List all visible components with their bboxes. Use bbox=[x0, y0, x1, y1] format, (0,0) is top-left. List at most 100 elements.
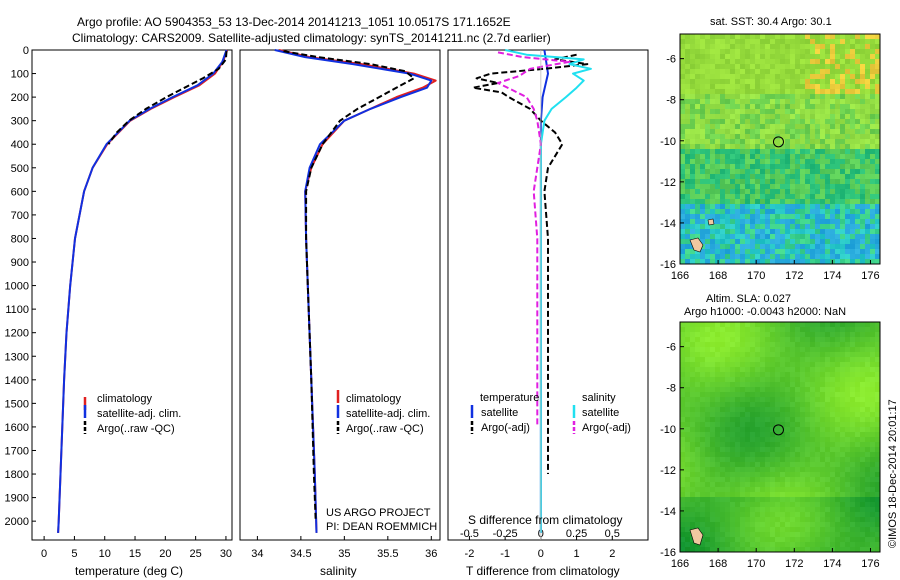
map-cell bbox=[780, 427, 786, 433]
map-cell bbox=[720, 482, 726, 488]
y-tick-label: 1200 bbox=[5, 328, 29, 340]
map-cell bbox=[735, 139, 741, 145]
map-cell bbox=[750, 522, 756, 528]
map-cell bbox=[815, 437, 821, 443]
map-cell bbox=[685, 427, 691, 433]
x-tick-label: 176 bbox=[861, 558, 879, 570]
map-cell bbox=[805, 372, 811, 378]
map-cell bbox=[830, 244, 836, 250]
map-cell bbox=[765, 204, 771, 210]
map-cell bbox=[745, 507, 751, 513]
map-cell bbox=[855, 119, 861, 125]
y-tick-label: 0 bbox=[23, 45, 29, 57]
map-cell bbox=[685, 199, 691, 205]
map-cell bbox=[865, 502, 871, 508]
map-cell bbox=[800, 204, 806, 210]
map-cell bbox=[870, 427, 876, 433]
map-cell bbox=[705, 179, 711, 185]
map-cell bbox=[840, 99, 846, 105]
map-cell bbox=[795, 214, 801, 220]
map-cell bbox=[685, 542, 691, 548]
map-cell bbox=[775, 139, 781, 145]
map-cell bbox=[795, 457, 801, 463]
map-cell bbox=[695, 209, 701, 215]
map-cell bbox=[735, 219, 741, 225]
map-cell bbox=[715, 64, 721, 70]
map-cell bbox=[705, 79, 711, 85]
map-cell bbox=[815, 502, 821, 508]
map-cell bbox=[800, 547, 806, 553]
map-cell bbox=[830, 412, 836, 418]
map-cell bbox=[745, 259, 751, 265]
map-cell bbox=[700, 432, 706, 438]
map-cell bbox=[720, 332, 726, 338]
map-cell bbox=[700, 462, 706, 468]
map-cell bbox=[705, 159, 711, 165]
map-cell bbox=[825, 144, 831, 150]
map-cell bbox=[755, 244, 761, 250]
map-cell bbox=[705, 402, 711, 408]
map-cell bbox=[845, 99, 851, 105]
map-cell bbox=[870, 174, 876, 180]
map-cell bbox=[845, 332, 851, 338]
map-cell bbox=[765, 69, 771, 75]
map-cell bbox=[690, 209, 696, 215]
map-cell bbox=[840, 507, 846, 513]
map-cell bbox=[695, 487, 701, 493]
map-cell bbox=[700, 49, 706, 55]
map-cell bbox=[695, 522, 701, 528]
map-cell bbox=[680, 164, 686, 170]
map-cell bbox=[745, 54, 751, 60]
map-cell bbox=[835, 139, 841, 145]
map-cell bbox=[685, 422, 691, 428]
map-cell bbox=[705, 209, 711, 215]
map-cell bbox=[690, 332, 696, 338]
map-cell bbox=[840, 337, 846, 343]
map-cell bbox=[755, 482, 761, 488]
map-cell bbox=[855, 487, 861, 493]
map-cell bbox=[870, 179, 876, 185]
map-cell bbox=[685, 337, 691, 343]
map-cell bbox=[725, 422, 731, 428]
map-cell bbox=[850, 99, 856, 105]
map-cell bbox=[840, 432, 846, 438]
map-cell bbox=[745, 397, 751, 403]
map-cell bbox=[800, 219, 806, 225]
map-cell bbox=[820, 412, 826, 418]
map-cell bbox=[860, 322, 866, 328]
map-cell bbox=[840, 477, 846, 483]
map-cell bbox=[855, 124, 861, 130]
map-cell bbox=[765, 547, 771, 553]
map-cell bbox=[710, 467, 716, 473]
map-cell bbox=[790, 432, 796, 438]
map-cell bbox=[815, 164, 821, 170]
map-cell bbox=[725, 134, 731, 140]
map-cell bbox=[790, 457, 796, 463]
map-cell bbox=[710, 214, 716, 220]
map-cell bbox=[710, 547, 716, 553]
map-cell bbox=[790, 74, 796, 80]
map-cell bbox=[740, 84, 746, 90]
map-cell bbox=[825, 397, 831, 403]
map-cell bbox=[845, 49, 851, 55]
map-cell bbox=[860, 522, 866, 528]
map-cell bbox=[855, 184, 861, 190]
map-cell bbox=[865, 382, 871, 388]
map-cell bbox=[870, 64, 876, 70]
map-cell bbox=[725, 44, 731, 50]
map-cell bbox=[700, 427, 706, 433]
map-cell bbox=[825, 442, 831, 448]
map-cell bbox=[745, 437, 751, 443]
map-cell bbox=[830, 442, 836, 448]
map-cell bbox=[750, 149, 756, 155]
map-cell bbox=[715, 159, 721, 165]
map-cell bbox=[795, 144, 801, 150]
map-cell bbox=[690, 472, 696, 478]
map-cell bbox=[830, 532, 836, 538]
y-tick-label: -16 bbox=[660, 547, 676, 559]
map-cell bbox=[800, 249, 806, 255]
sst-map-axes: 166 168 170 172 174 176-6-8-10-12-14-16 bbox=[660, 54, 880, 282]
map-cell bbox=[875, 139, 881, 145]
map-cell bbox=[795, 249, 801, 255]
map-cell bbox=[775, 104, 781, 110]
